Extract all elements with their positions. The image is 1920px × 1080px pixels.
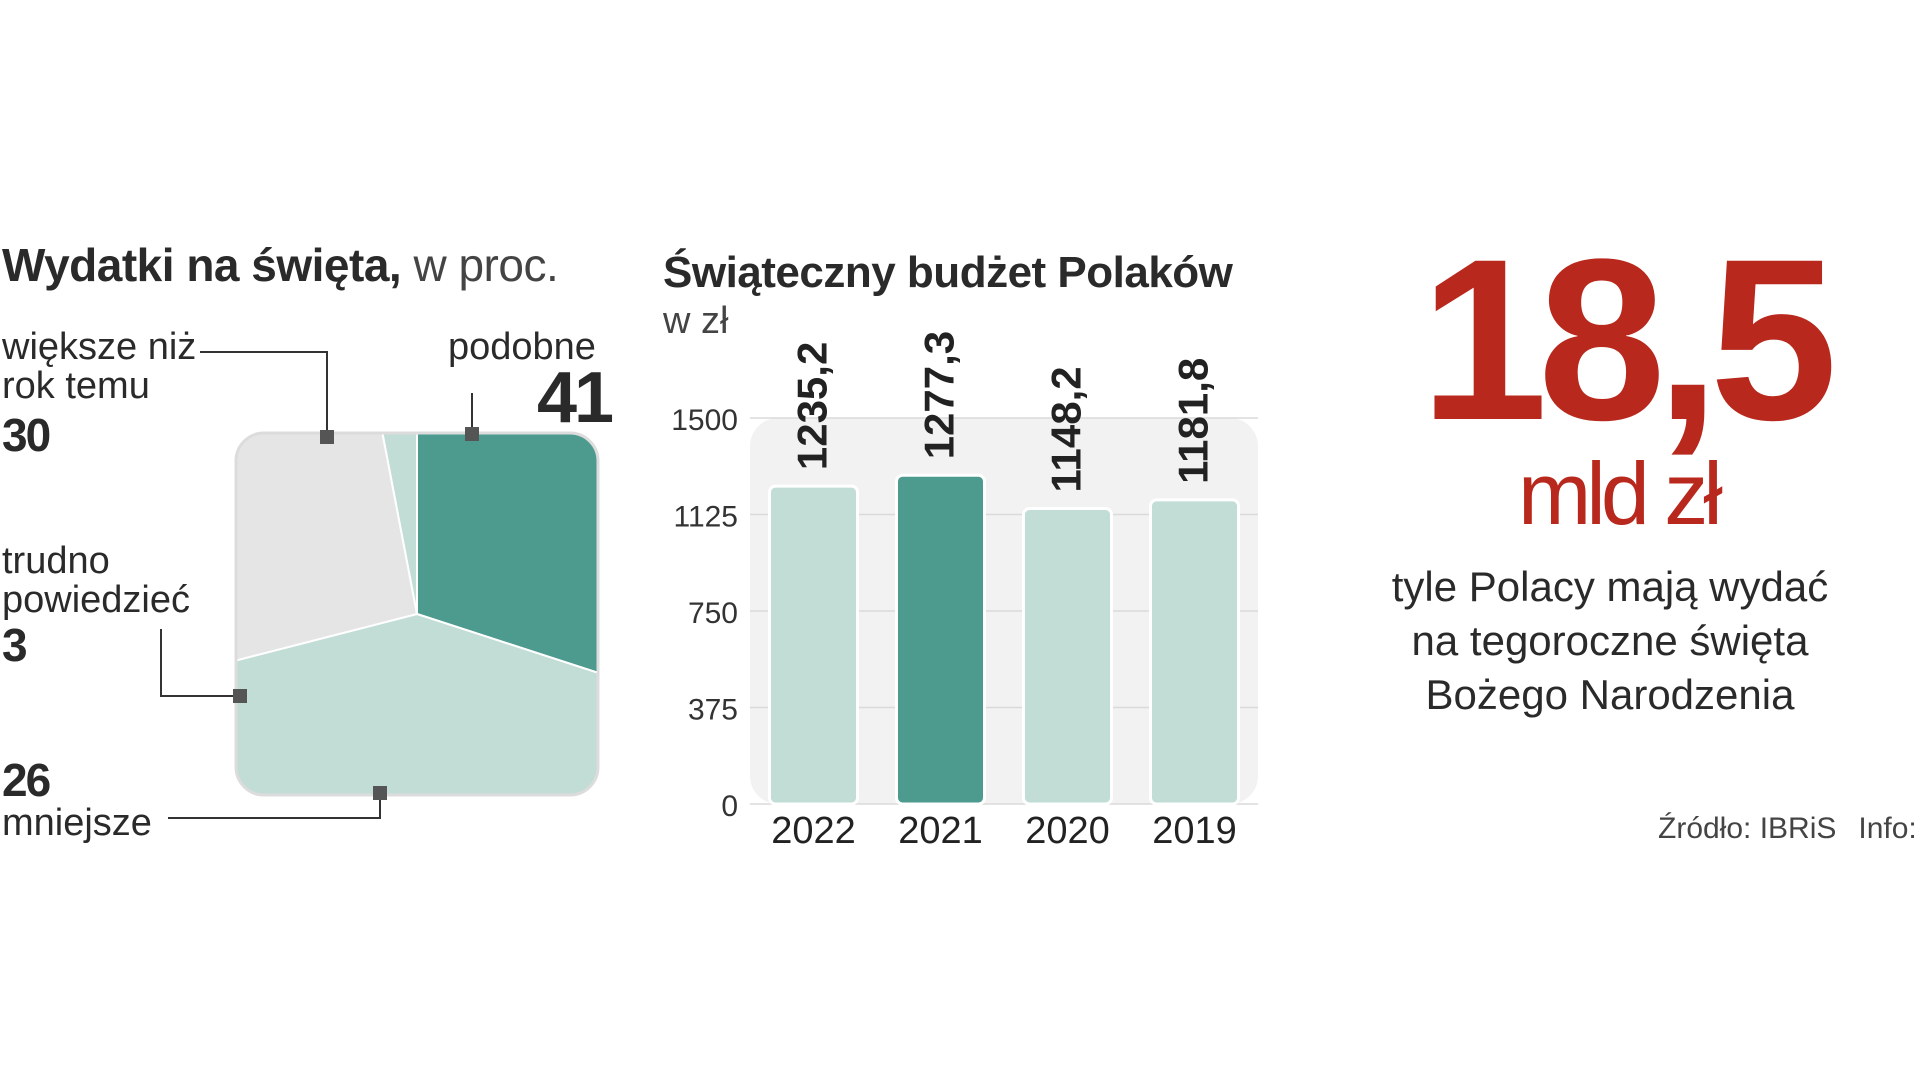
bar-2020 [1022, 507, 1113, 806]
x-tick-label: 2022 [771, 810, 856, 852]
headline-description: tyle Polacy mają wydać na tegoroczne świ… [1370, 560, 1850, 722]
headline-value: 18,5 [1420, 211, 1838, 468]
bar-value-label: 1181,8 [1170, 358, 1217, 484]
bar-2019 [1149, 498, 1240, 806]
x-tick-label: 2021 [898, 810, 983, 852]
pie-title-suffix: w proc. [401, 239, 559, 291]
bar-value-label: 1277,3 [916, 331, 963, 459]
label-trudno-line2: powiedzieć [2, 579, 190, 621]
bar-value-label: 1235,2 [789, 342, 836, 470]
bar-chart-subtitle: w zł [663, 300, 729, 342]
value-mniejsze: 26 [2, 754, 51, 806]
label-wieksze-line2: rok temu [2, 365, 150, 407]
x-tick-label: 2019 [1152, 810, 1237, 852]
value-wieksze: 30 [2, 409, 51, 461]
x-tick-label: 2020 [1025, 810, 1110, 852]
bar-2022 [768, 484, 859, 806]
bar-value-label: 1148,2 [1043, 366, 1090, 492]
y-tick-label: 375 [688, 694, 738, 727]
description-line-2: na tegoroczne święta [1411, 617, 1809, 664]
label-wieksze-line1: większe niż [2, 326, 197, 368]
info-text: Info: S [1858, 812, 1920, 845]
y-tick-label: 750 [688, 597, 738, 630]
value-podobne: 41 [537, 358, 614, 438]
label-mniejsze: mniejsze [2, 802, 152, 844]
bar-chart-title: Świąteczny budżet Polaków [663, 248, 1233, 297]
pie-title-main: Wydatki na święta, [2, 239, 402, 291]
y-tick-label: 1125 [673, 501, 738, 534]
description-line-1: tyle Polacy mają wydać [1391, 563, 1829, 610]
source-note: Źródło: IBRiS Info: S [1658, 812, 1920, 846]
label-podobne: podobne [448, 326, 596, 368]
source-text: Źródło: IBRiS [1658, 812, 1837, 845]
y-tick-label: 1500 [671, 404, 738, 437]
description-line-3: Bożego Narodzenia [1425, 671, 1795, 718]
bar-2021 [895, 473, 986, 806]
headline-unit: mld zł [1518, 444, 1723, 543]
y-tick-label: 0 [721, 790, 738, 823]
label-trudno-line1: trudno [2, 540, 110, 582]
pie-title: Wydatki na święta, w proc. [2, 238, 559, 292]
value-trudno: 3 [2, 619, 28, 671]
